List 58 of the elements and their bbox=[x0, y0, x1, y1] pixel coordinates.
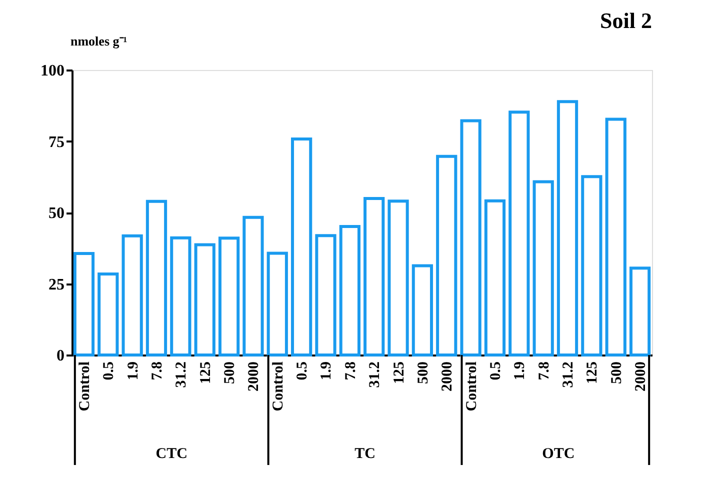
bar bbox=[629, 266, 651, 356]
text: CTC bbox=[156, 446, 188, 462]
x-tick-label: Control bbox=[270, 362, 286, 412]
x-tick-label: 1.9 bbox=[125, 362, 142, 380]
x-tick-label: 500 bbox=[415, 362, 432, 384]
bar bbox=[412, 264, 434, 356]
bar bbox=[484, 199, 506, 356]
bar bbox=[460, 119, 482, 356]
bar bbox=[194, 243, 216, 356]
x-tick-label: 500 bbox=[608, 362, 625, 384]
bar bbox=[290, 137, 312, 356]
bar bbox=[556, 100, 578, 356]
bar bbox=[532, 180, 554, 356]
x-tick-label: 0.5 bbox=[294, 362, 311, 380]
y-tick-label: 100 bbox=[40, 62, 64, 80]
x-tick-label: Control bbox=[76, 362, 93, 412]
x-tick-label: 2000 bbox=[440, 362, 456, 392]
bar bbox=[146, 200, 168, 356]
bar bbox=[266, 252, 288, 356]
x-tick-label: 125 bbox=[391, 362, 408, 384]
y-tick-label: 50 bbox=[48, 205, 64, 222]
bar bbox=[388, 200, 409, 356]
text: TC bbox=[354, 446, 376, 462]
bar bbox=[605, 118, 626, 356]
chart-title: Soil 2 bbox=[600, 8, 652, 33]
x-tick-label: 1.9 bbox=[318, 362, 335, 380]
bar bbox=[508, 110, 530, 356]
bar bbox=[73, 252, 95, 356]
bar bbox=[122, 234, 143, 356]
bar bbox=[339, 224, 360, 356]
x-tick-label: 7.8 bbox=[536, 362, 552, 380]
x-tick-label: 125 bbox=[198, 362, 214, 384]
x-tick-label: 7.8 bbox=[342, 362, 359, 380]
x-tick-label: 0.5 bbox=[101, 362, 118, 380]
bar bbox=[98, 272, 119, 356]
y-tick-label: 75 bbox=[48, 134, 64, 151]
bar bbox=[581, 175, 602, 356]
x-tick-label: Control bbox=[464, 362, 480, 412]
y-axis-title: nmoles g⁻¹ bbox=[70, 34, 128, 48]
x-tick-label: 1.9 bbox=[512, 362, 528, 380]
y-tick-label: 25 bbox=[48, 276, 64, 294]
bar bbox=[218, 236, 240, 356]
bar bbox=[242, 216, 264, 356]
x-tick-label: 2000 bbox=[246, 362, 262, 392]
x-tick-label: 7.8 bbox=[150, 362, 166, 380]
bar bbox=[315, 234, 336, 356]
x-tick-label: 2000 bbox=[633, 362, 650, 392]
bar bbox=[364, 197, 385, 356]
y-tick-label: 0 bbox=[56, 348, 64, 364]
bar bbox=[436, 154, 458, 356]
x-tick-label: 31.2 bbox=[174, 362, 190, 388]
x-tick-label: 500 bbox=[222, 362, 238, 384]
x-tick-label: 0.5 bbox=[488, 362, 504, 380]
x-tick-label: 125 bbox=[584, 362, 601, 384]
x-tick-label: 31.2 bbox=[367, 362, 384, 388]
bar bbox=[170, 236, 192, 356]
text: OTC bbox=[542, 446, 575, 462]
x-tick-label: 31.2 bbox=[560, 362, 576, 388]
